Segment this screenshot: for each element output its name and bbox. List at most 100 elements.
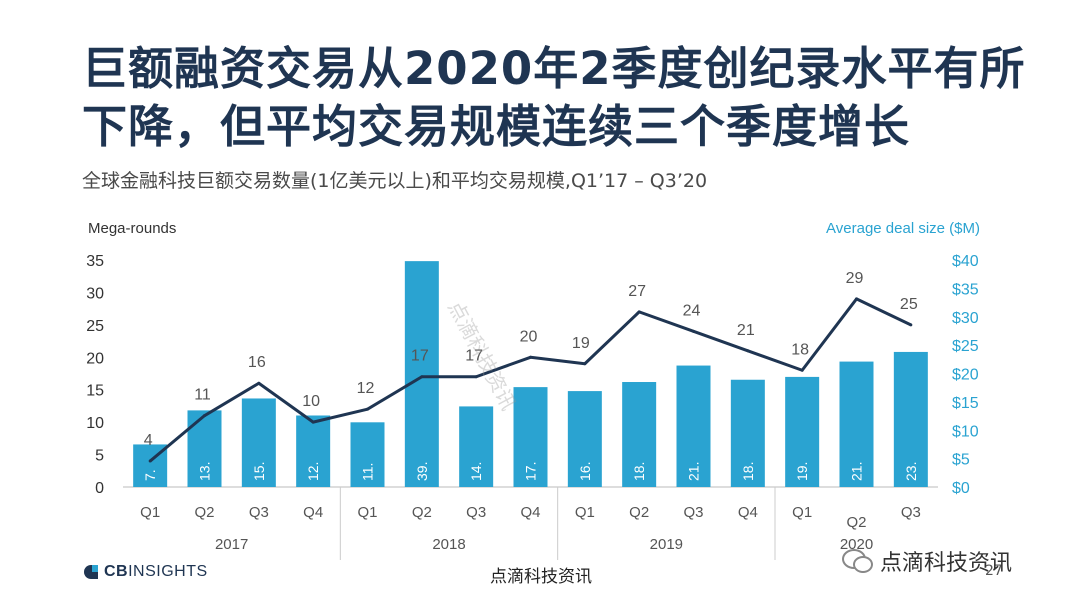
bar-value-label: 16. [577,462,593,481]
left-axis-title: Mega-rounds [88,220,176,237]
bar-value-label: 17. [523,462,539,481]
line-value-label: 11 [194,387,211,404]
category-tick-label: Q1 [792,504,812,521]
category-tick-label: Q3 [466,504,486,521]
page-title: 巨额融资交易从2020年2季度创纪录水平有所下降，但平均交易规模连续三个季度增长 [82,42,1026,153]
right-tick-label: $40 [952,253,979,270]
left-tick-label: 5 [95,448,104,465]
bar-average-deal-size [839,361,874,487]
line-value-label: 29 [846,270,864,287]
bar-value-label: 13. [197,462,213,481]
line-point [203,414,206,418]
bar-value-label: 19. [794,462,810,481]
year-label: 2020 [840,536,873,553]
category-tick-label: Q1 [140,504,160,521]
bar-average-deal-size [404,261,439,487]
line-point [692,329,695,333]
line-value-label: 25 [900,296,918,313]
right-tick-label: $35 [952,281,979,298]
category-tick-label: Q1 [357,504,377,521]
category-tick-label: Q4 [520,504,540,521]
category-tick-label: Q2 [846,514,866,531]
bar-average-deal-size [350,422,385,487]
left-tick-label: 10 [86,415,104,432]
bar-value-label: 18. [740,462,756,481]
bar-average-deal-size [296,415,331,487]
right-tick-label: $15 [952,395,979,412]
category-tick-label: Q3 [249,504,269,521]
bar-average-deal-size [187,410,222,487]
page-number: 27 [985,563,1003,579]
bar-value-label: 21. [849,462,865,481]
category-tick-label: Q3 [683,504,703,521]
bar-value-label: 7. [142,469,158,481]
line-point [855,297,858,301]
category-tick-label: Q4 [303,504,323,521]
category-tick-label: Q1 [575,504,595,521]
line-value-label: 24 [683,302,701,319]
category-tick-label: Q2 [412,504,432,521]
right-tick-label: $30 [952,310,979,327]
year-label: 2017 [215,536,248,553]
left-tick-label: 0 [95,480,104,497]
line-value-label: 10 [302,393,320,410]
category-tick-label: Q3 [901,504,921,521]
left-tick-label: 15 [86,383,104,400]
bar-average-deal-size [567,391,602,487]
line-point [800,368,804,372]
left-tick-label: 20 [86,350,104,367]
bar-average-deal-size [893,351,928,487]
line-value-label: 12 [357,380,375,397]
bar-average-deal-size [785,376,820,487]
bar-average-deal-size [622,382,657,487]
bar-value-label: 23. [903,462,919,481]
bar-value-label: 39. [414,462,430,481]
bar-value-label: 18. [631,462,647,481]
line-value-label: 18 [791,341,809,358]
wechat-account: 点滴科技资讯 [842,545,1012,577]
line-point [148,459,152,463]
category-tick-label: Q2 [194,504,214,521]
right-tick-label: $0 [952,480,970,497]
year-label: 2018 [432,536,465,553]
bar-average-deal-size [513,387,548,487]
right-tick-label: $10 [952,423,979,440]
wechat-icon [842,549,873,573]
line-point [420,375,424,379]
line-value-label: 27 [628,283,646,300]
right-tick-label: $5 [952,452,970,469]
line-point [909,323,913,327]
line-value-label: 17 [465,348,483,365]
line-value-label: 4 [144,432,153,449]
line-point [474,375,478,379]
line-point [529,355,532,359]
left-tick-label: 25 [86,318,104,335]
year-label: 2019 [650,536,683,553]
line-point [746,349,750,353]
line-point [311,420,315,424]
line-value-label: 19 [572,335,590,352]
bar-average-deal-size [676,365,711,487]
wechat-label: 点滴科技资讯 [880,551,1013,576]
bar-value-label: 14. [468,462,484,481]
line-point [366,407,369,411]
left-tick-label: 30 [86,285,104,302]
logo-insights-text: INSIGHTS [128,563,208,580]
line-value-label: 17 [411,348,429,365]
bar-average-deal-size [730,379,765,487]
line-value-label: 16 [248,354,266,371]
right-tick-label: $25 [952,338,979,355]
bar-value-label: 11. [360,463,376,481]
bar-value-label: 15. [251,462,267,481]
category-tick-label: Q2 [629,504,649,521]
right-tick-label: $20 [952,367,979,384]
bar-average-deal-size [459,406,494,487]
bar-average-deal-size [241,398,276,487]
footer-source-text: 点滴科技资讯 [490,567,592,587]
left-tick-label: 35 [86,253,104,270]
cbinsights-logo-icon [84,565,98,579]
bar-value-label: 12. [305,462,321,481]
line-point [583,362,587,366]
line-point [637,310,641,314]
